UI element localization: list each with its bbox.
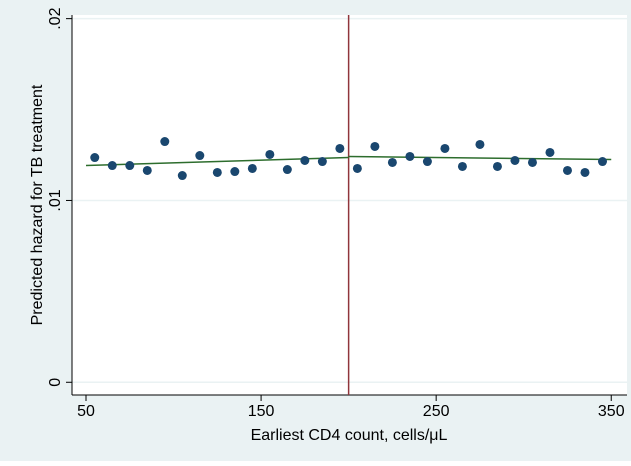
data-point: [457, 161, 467, 171]
data-point: [597, 157, 607, 167]
x-tick-label: 150: [248, 403, 275, 420]
data-point: [440, 143, 450, 153]
x-tick-label: 250: [423, 403, 450, 420]
y-tick-label: .01: [47, 189, 64, 211]
data-point: [160, 137, 170, 147]
data-point: [212, 167, 222, 177]
data-point: [545, 147, 555, 157]
data-point: [195, 151, 205, 161]
data-point: [265, 149, 275, 159]
data-point: [177, 171, 187, 181]
x-tick-label: 350: [598, 403, 625, 420]
plot-area: [72, 15, 627, 395]
data-point: [562, 165, 572, 175]
data-point: [422, 157, 432, 167]
data-point: [142, 165, 152, 175]
data-point: [300, 155, 310, 165]
data-point: [405, 151, 415, 161]
data-point: [247, 163, 257, 173]
data-point: [580, 167, 590, 177]
data-point: [125, 161, 135, 171]
data-point: [107, 161, 117, 171]
y-tick-label: 0: [47, 378, 64, 387]
data-point: [387, 157, 397, 167]
data-point: [352, 163, 362, 173]
data-point: [527, 157, 537, 167]
data-point: [90, 153, 100, 163]
data-point: [230, 167, 240, 177]
y-tick-label: .02: [47, 7, 64, 29]
fit-line: [348, 155, 612, 161]
x-axis-label: Earliest CD4 count, cells/μL: [251, 427, 448, 444]
x-tick-label: 50: [77, 403, 95, 420]
data-point: [317, 157, 327, 167]
data-point: [492, 161, 502, 171]
data-point: [510, 155, 520, 165]
y-axis-label: Predicted hazard for TB treatment: [29, 84, 46, 325]
data-point: [475, 139, 485, 149]
data-point: [335, 143, 345, 153]
data-point: [370, 141, 380, 151]
data-point: [282, 165, 292, 175]
